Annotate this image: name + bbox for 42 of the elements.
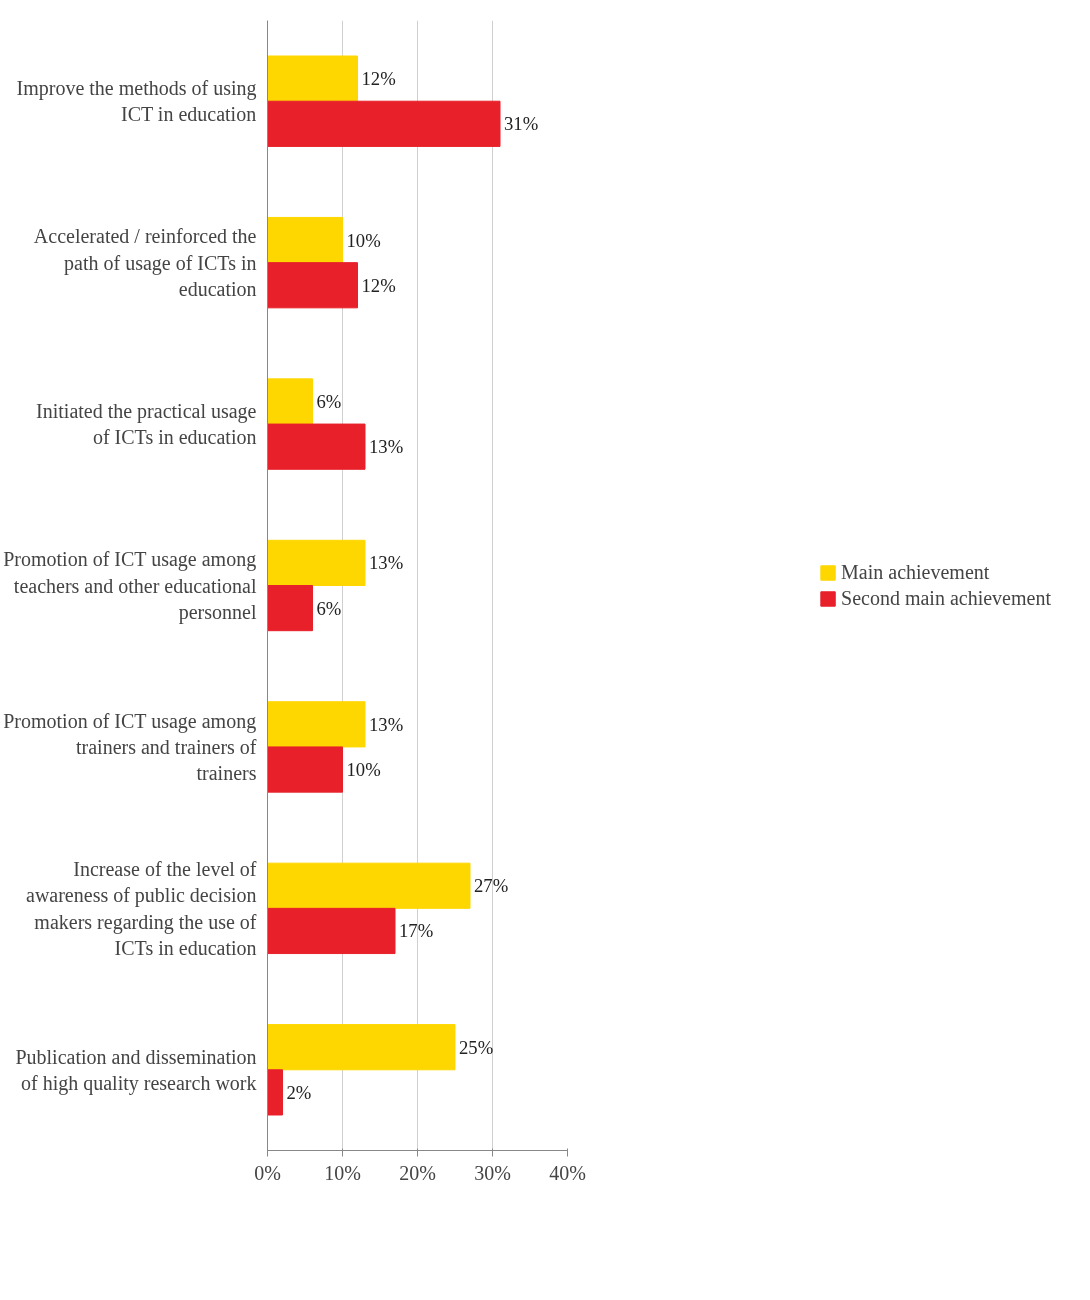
y-tick-label: Initiated the practical usage of ICTs in education — [36, 399, 257, 449]
y-tick-label: Improve the methods of using ICT in education — [16, 77, 257, 126]
y-tick-label: Increase of the level of awareness of public decision makers regarding the use of ICTs in education — [26, 857, 257, 959]
data-label: 25% — [459, 1036, 494, 1058]
legend-label: Second main achievement — [841, 586, 1051, 610]
bar — [267, 585, 313, 632]
legend-label: Main achievement — [841, 560, 990, 584]
y-tick-label: Promotion of ICT usage among teachers and other educational personnel — [3, 548, 257, 624]
bar — [267, 862, 471, 909]
data-label: 27% — [474, 875, 509, 897]
bar — [267, 701, 366, 748]
data-label: 17% — [399, 920, 434, 942]
data-label: 10% — [346, 759, 381, 781]
bar — [267, 1024, 456, 1071]
bar — [267, 539, 366, 586]
data-label: 12% — [361, 274, 396, 296]
data-label: 13% — [369, 436, 404, 458]
bar — [267, 216, 343, 264]
bar — [267, 55, 358, 102]
data-label: 6% — [316, 597, 342, 619]
data-label: 12% — [361, 68, 396, 90]
x-tick-label: 20% — [399, 1161, 436, 1184]
data-label: 10% — [346, 229, 381, 251]
bar — [267, 378, 313, 425]
y-tick-label: Accelerated / reinforced the path of usage of ICTs in education — [33, 225, 257, 301]
y-tick-label: Publication and dissemination of high quality research work — [15, 1045, 257, 1095]
data-label: 6% — [316, 390, 342, 412]
x-tick-label: 30% — [474, 1161, 511, 1184]
bar — [267, 907, 396, 955]
data-label: 13% — [369, 713, 404, 735]
data-label: 13% — [369, 552, 404, 574]
bar — [267, 1069, 283, 1116]
x-tick-label: 10% — [324, 1161, 361, 1184]
bar — [267, 100, 501, 147]
x-tick-label: 40% — [549, 1161, 586, 1184]
data-label: 2% — [286, 1081, 312, 1103]
bar — [267, 262, 358, 309]
bar — [267, 746, 343, 793]
data-label: 31% — [504, 113, 539, 135]
x-tick-label: 0% — [254, 1161, 281, 1184]
y-tick-label: Promotion of ICT usage among trainers and trainers of trainers — [3, 709, 257, 785]
bar — [267, 423, 366, 470]
